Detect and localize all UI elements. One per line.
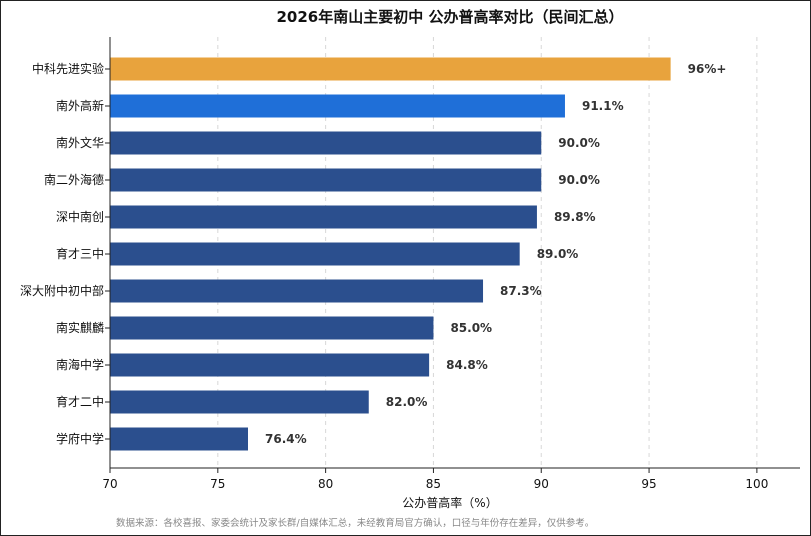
category-label: 南海中学: [56, 357, 104, 372]
bar: [110, 427, 248, 451]
x-axis-label: 公办普高率（%）: [402, 495, 497, 510]
data-label: 84.8%: [446, 358, 488, 372]
category-label: 育才三中: [56, 246, 104, 261]
bar: [110, 168, 542, 192]
category-label: 中科先进实验: [32, 61, 104, 76]
data-label: 87.3%: [500, 284, 542, 298]
x-tick-label: 75: [210, 477, 225, 491]
data-label: 90.0%: [558, 173, 600, 187]
data-label: 91.1%: [582, 99, 624, 113]
category-label: 南实麒麟: [56, 320, 104, 335]
bars: 96%+ 91.1% 90.0% 90.0% 89.8% 89.0% 87.3% 85.0% 8…: [110, 57, 727, 451]
bar: [110, 57, 671, 81]
data-label: 96%+: [688, 62, 727, 76]
data-label: 89.8%: [554, 210, 596, 224]
category-label: 深大附中初中部: [20, 283, 104, 298]
bar: [110, 279, 484, 303]
category-label: 南外文华: [56, 135, 104, 150]
category-label: 学府中学: [56, 431, 104, 446]
axes: 70 75 80 85 90 95 100 中科先进实验南外高新南外文华南二外海德深中南创育才…: [20, 37, 800, 491]
data-label: 90.0%: [558, 136, 600, 150]
x-tick-label: 95: [641, 477, 656, 491]
category-label: 南二外海德: [44, 172, 104, 187]
x-tick-label: 85: [426, 477, 441, 491]
bar: [110, 205, 537, 229]
x-tick-label: 80: [318, 477, 333, 491]
bar: [110, 242, 520, 266]
bar: [110, 131, 542, 155]
category-label: 南外高新: [56, 98, 104, 113]
data-label: 82.0%: [386, 395, 428, 409]
x-tick-label: 90: [534, 477, 549, 491]
data-label: 85.0%: [450, 321, 492, 335]
bar: [110, 390, 369, 414]
category-label: 育才二中: [56, 394, 104, 409]
bar: [110, 353, 430, 377]
footnote: 数据来源：各校喜报、家委会统计及家长群/自媒体汇总，未经教育局官方确认，口径与年…: [116, 517, 594, 529]
data-label: 76.4%: [265, 432, 307, 446]
category-label: 深中南创: [56, 209, 104, 224]
bar: [110, 94, 565, 118]
x-tick-label: 100: [745, 477, 768, 491]
data-label: 89.0%: [537, 247, 579, 261]
x-tick-label: 70: [102, 477, 117, 491]
chart-title: 2026年南山主要初中 公办普高率对比（民间汇总）: [277, 8, 624, 26]
bar: [110, 316, 434, 340]
